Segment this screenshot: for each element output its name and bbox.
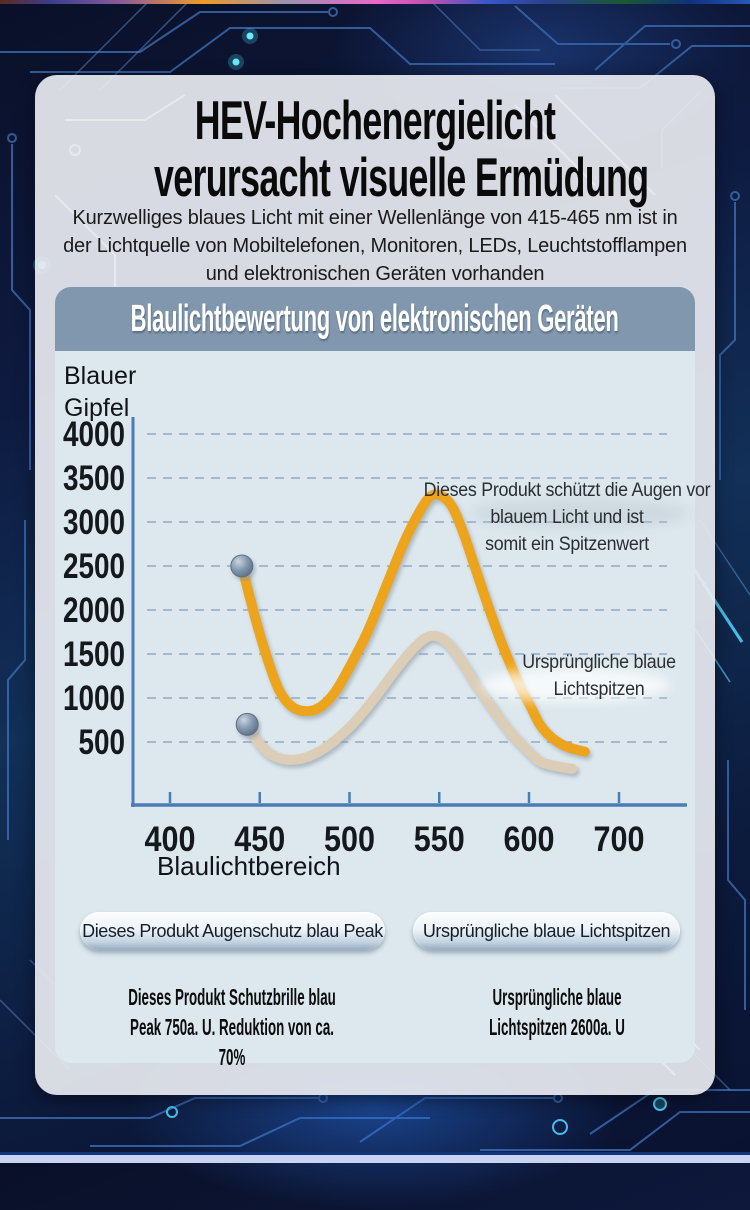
y-tick-label: 2000 bbox=[63, 591, 125, 630]
x-tick-label: 450 bbox=[234, 820, 285, 859]
annotation-original: Ursprüngliche blaue Lichtspitzen bbox=[522, 652, 676, 700]
x-tick-label: 700 bbox=[594, 820, 645, 859]
chart-header-banner: Blaulichtbewertung von elektronischen Ge… bbox=[55, 287, 695, 351]
caption-product: Dieses Produkt Schutzbrille blau Peak 75… bbox=[128, 984, 336, 1070]
y-tick-label: 4000 bbox=[63, 415, 125, 454]
legend-button-original-label: Ursprüngliche blaue Lichtspitzen bbox=[422, 920, 671, 941]
y-tick-label: 500 bbox=[79, 723, 126, 762]
page-subtitle: Kurzwelliges blaues Licht mit einer Well… bbox=[63, 207, 687, 285]
bottom-navy-line bbox=[0, 1152, 750, 1155]
x-axis-title: Blaulichtbereich bbox=[157, 851, 341, 881]
series-line-0 bbox=[236, 489, 590, 757]
annotation-product: Dieses Produkt schützt die Augen vor bla… bbox=[423, 480, 711, 555]
y-tick-label: 3500 bbox=[63, 459, 125, 498]
x-tick-label: 500 bbox=[324, 820, 375, 859]
series-line-1 bbox=[242, 630, 578, 774]
y-tick-label: 1500 bbox=[63, 635, 125, 674]
page-title: HEV-Hochenergielicht verursacht visuelle… bbox=[35, 92, 715, 206]
x-tick-label: 600 bbox=[504, 820, 555, 859]
legend-button-original[interactable]: Ursprüngliche blaue Lichtspitzen bbox=[413, 912, 680, 950]
series-start-marker-0 bbox=[230, 554, 254, 578]
title-line-2: verursacht visuelle Ermüdung bbox=[154, 146, 649, 208]
y-tick-label: 2500 bbox=[63, 547, 125, 586]
legend-button-product-label: Dieses Produkt Augenschutz blau Peak bbox=[82, 920, 383, 941]
top-gradient-strip bbox=[0, 0, 750, 4]
chart-plot: 4000 3500 3000 2500 2000 1500 1000 500 400 450 500… bbox=[63, 415, 687, 859]
caption-original: Ursprüngliche blaue Lichtspitzen 2600a. … bbox=[489, 984, 625, 1040]
chart-title: Blaulichtbewertung von elektronischen Ge… bbox=[131, 297, 619, 340]
y-tick-label: 1000 bbox=[63, 679, 125, 718]
x-tick-label: 400 bbox=[145, 820, 196, 859]
title-line-1: HEV-Hochenergielicht bbox=[194, 89, 556, 151]
bottom-light-bar bbox=[0, 1155, 750, 1163]
y-tick-label: 3000 bbox=[63, 503, 125, 542]
x-tick-label: 550 bbox=[414, 820, 465, 859]
legend-button-product[interactable]: Dieses Produkt Augenschutz blau Peak bbox=[80, 912, 385, 950]
y-axis-title: Blauer Gipfel bbox=[64, 362, 137, 422]
series-start-marker-1 bbox=[235, 712, 259, 736]
